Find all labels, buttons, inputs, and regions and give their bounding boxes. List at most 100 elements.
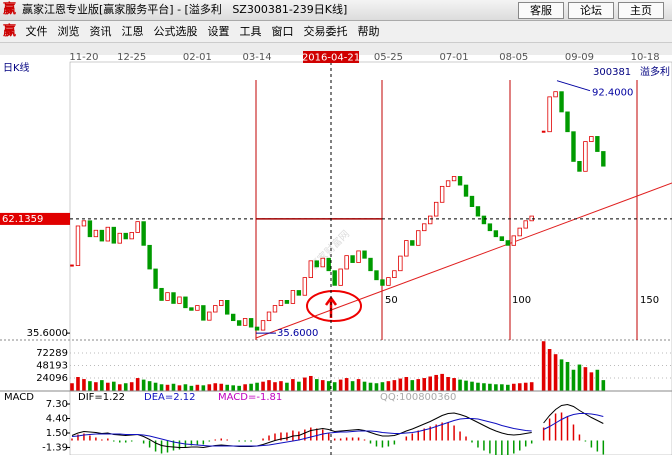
candle [70,264,74,267]
candle [595,136,600,152]
volume-bar [559,359,564,391]
candle [523,220,528,229]
volume-bar [213,383,218,391]
candle [487,223,493,232]
menu-item[interactable]: 公式选股 [153,25,198,38]
candle [183,296,188,309]
menu-item[interactable]: 设置 [207,25,230,38]
volume-bar [446,377,450,391]
volume-bar [470,381,474,391]
menu-item[interactable]: 浏览 [57,25,80,38]
max-label: 92.4000 [592,88,633,99]
candle [511,235,516,246]
menu-logo: 赢 [3,24,17,39]
candle [493,230,499,238]
candle [225,300,230,315]
menu-item[interactable]: 工具 [239,25,262,38]
y-tick-label: 1.50 [46,428,68,439]
cycle-label: 100 [512,295,531,306]
button[interactable]: 主页 [618,2,664,19]
x-tick-label: 02-01 [183,52,212,63]
macd-title: MACD [4,392,34,403]
volume-bar [279,381,283,391]
menu-item[interactable]: 江恩 [121,25,144,38]
volume-bar [541,341,546,391]
x-tick-label: 10-18 [631,52,660,63]
menu-item[interactable]: 窗口 [271,25,294,38]
volume-bar [88,381,92,391]
volume-bar [488,383,492,391]
volume-bar [231,385,235,391]
candle [386,277,391,286]
volume-bar [201,385,206,391]
candle [230,313,236,322]
volume-bar [225,384,230,391]
candle [99,229,105,242]
y-tick-label: 4.40 [46,414,68,425]
menu-bar: 赢 文件 浏览 资讯 江恩 公式选股 设置 工具 窗口 交易委托 帮助 [0,21,672,43]
candle [236,320,242,326]
candle [320,257,325,268]
x-tick-label: 12-25 [117,52,146,63]
volume-bar [320,380,325,391]
volume-bar [494,384,498,391]
candle [207,311,212,321]
volume-bar [219,383,224,391]
candle [153,268,158,289]
volume-bar [189,385,194,391]
volume-bar [601,380,606,391]
date-axis-band [0,43,672,55]
candle [135,221,140,233]
volume-bar [147,381,152,391]
y-tick-label: 35.6000 [27,328,68,339]
cycle-lines [255,80,638,340]
menu-item[interactable]: 帮助 [357,25,380,38]
candle [392,270,397,279]
volume-bar [207,384,212,391]
macd-line [71,413,604,447]
volume-bar [314,379,319,391]
candle [201,305,206,321]
menu-item[interactable]: 资讯 [89,25,112,38]
volume-bar [100,380,104,391]
window-title: 赢家江恩专业版[赢家服务平台] - [溢多利 SZ300381-239日K线] [22,3,348,16]
highlight-circle [306,290,362,322]
candle [344,255,349,270]
button[interactable]: 客服 [518,2,564,19]
candle [571,131,576,162]
volume-bar [249,383,253,391]
candle [308,260,313,279]
volume-bar [291,379,295,391]
volume-bar [464,380,468,391]
candle [445,180,451,187]
candle [248,318,254,328]
volume-bar [94,382,98,391]
x-tick-label: 08-05 [499,52,528,63]
candle [129,232,134,240]
menu-item[interactable]: 文件 [25,25,48,38]
app-logo: 赢 [3,2,17,17]
crosshair-date: 2016-04-21 [302,53,360,64]
candle [266,311,272,322]
candle [451,176,457,182]
candle [189,307,194,311]
volume-bar [70,383,74,391]
max-leader [556,80,591,92]
volume-bar [595,369,600,391]
candle [481,215,487,225]
candle [242,318,248,326]
candle [427,215,433,225]
volume-bar [517,383,522,391]
x-tick-label: 05-25 [374,52,403,63]
button[interactable]: 论坛 [568,2,614,19]
candle [541,130,546,133]
stock-code: 300381 [593,67,631,78]
volume-bar [398,378,403,391]
crosshair-date-box [303,51,359,63]
volume-bar [374,383,379,391]
candle [547,96,552,133]
volume-bar [165,384,170,391]
candle [272,305,278,313]
menu-item[interactable]: 交易委托 [303,25,348,38]
